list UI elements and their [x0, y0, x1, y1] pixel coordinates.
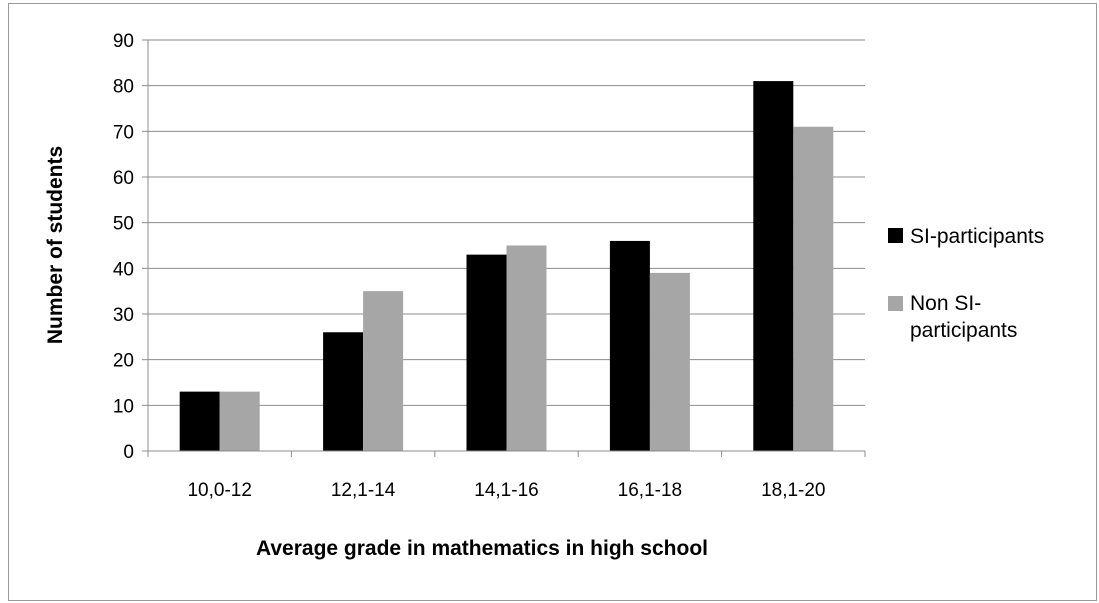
bar-non-si-participants-3	[649, 272, 690, 451]
y-tick-label: 70	[113, 122, 134, 143]
legend-label-non-si-participants: Non SI- participants	[910, 292, 1017, 342]
bar-si-participants-4	[753, 81, 794, 451]
y-axis-title: Number of students	[44, 146, 67, 344]
legend-swatch-si-participants	[888, 228, 903, 243]
y-tick-label: 50	[113, 214, 134, 235]
y-tick-label: 10	[113, 396, 134, 417]
y-tick-labels: 0 10 20 30 40 50 60 70 80 90	[113, 31, 134, 463]
gridlines	[142, 39, 865, 452]
legend: SI-participants Non SI- participants	[888, 225, 1044, 342]
legend-label-si-participants: SI-participants	[910, 225, 1044, 248]
x-tick-label: 16,1-18	[618, 480, 682, 501]
y-tick-label: 90	[113, 31, 134, 52]
x-tick-labels: 10,0-12 12,1-14 14,1-16 16,1-18 18,1-20	[187, 480, 825, 501]
x-tick-label: 18,1-20	[761, 480, 825, 501]
bar-non-si-participants-1	[363, 291, 404, 451]
bar-si-participants-2	[466, 254, 507, 451]
bar-non-si-participants-2	[506, 245, 547, 451]
bar-non-si-participants-0	[219, 391, 260, 451]
legend-label-line-1: Non SI-	[910, 292, 981, 315]
chart-frame	[8, 3, 1097, 601]
y-tick-label: 30	[113, 305, 134, 326]
axes	[147, 40, 866, 457]
x-tick-label: 12,1-14	[331, 480, 396, 501]
y-tick-label: 60	[113, 168, 134, 189]
bar-si-participants-3	[609, 240, 650, 451]
y-tick-label: 80	[113, 77, 134, 98]
legend-label-line-2: participants	[910, 319, 1017, 342]
x-axis-title: Average grade in mathematics in high sch…	[256, 537, 708, 560]
bars	[179, 81, 834, 452]
y-tick-label: 20	[113, 351, 134, 372]
legend-swatch-non-si-participants	[888, 296, 903, 311]
bar-si-participants-0	[179, 391, 220, 451]
y-tick-label: 40	[113, 259, 134, 280]
y-tick-label: 0	[123, 442, 134, 463]
x-tick-label: 10,0-12	[187, 480, 251, 501]
bar-si-participants-1	[323, 332, 364, 451]
bar-non-si-participants-4	[793, 126, 834, 452]
x-tick-label: 14,1-16	[474, 480, 538, 501]
